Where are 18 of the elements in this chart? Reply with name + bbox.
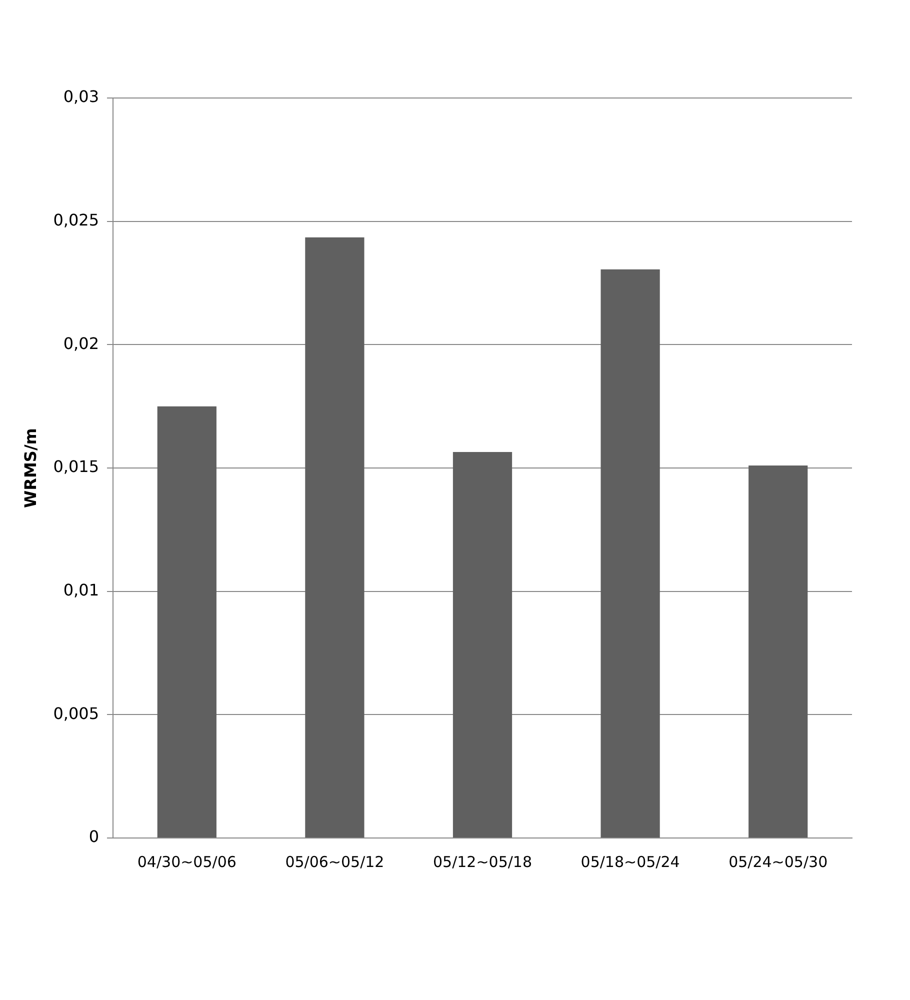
x-tick-label: 04/30~05/06 — [137, 852, 236, 871]
x-tick-label: 05/24~05/30 — [728, 852, 828, 871]
y-tick-label: 0,025 — [53, 210, 100, 230]
y-tick-label: 0,005 — [53, 704, 100, 723]
bar — [600, 269, 660, 838]
x-tick-label: 05/06~05/12 — [285, 852, 384, 871]
bar — [157, 406, 216, 838]
y-tick-label: 0,01 — [63, 580, 100, 600]
bar — [748, 466, 808, 838]
y-tick-label: 0,015 — [53, 457, 100, 476]
y-axis-title: WRMS/m — [20, 428, 40, 508]
x-tick-label: 05/18~05/24 — [580, 852, 680, 871]
y-tick-label: 0,03 — [63, 87, 100, 106]
x-tick-label: 05/12~05/18 — [432, 852, 532, 871]
y-tick-label: 0,02 — [63, 334, 100, 353]
y-tick-label: 0 — [88, 827, 100, 846]
bar — [305, 237, 364, 838]
bar — [452, 452, 512, 838]
